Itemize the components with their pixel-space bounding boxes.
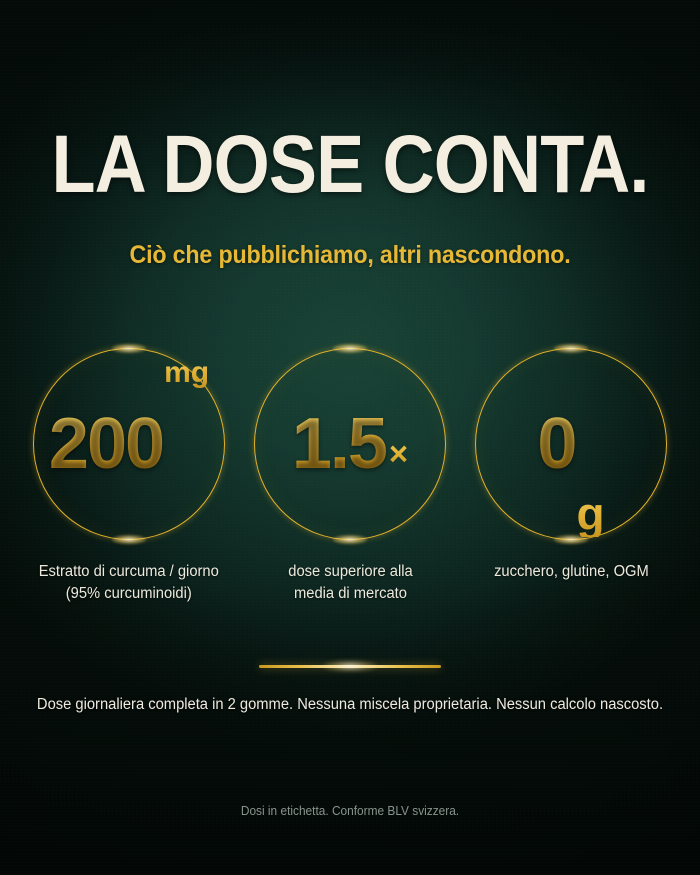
stat-caption-line1: dose superiore alla	[287, 563, 413, 580]
stat-caption-line1: Estratto di curcuma / giorno	[38, 563, 220, 580]
stat-unit: g	[576, 488, 605, 540]
ring-glow-bottom-icon	[554, 535, 588, 544]
stat-caption-dose: Estratto di curcuma / giorno (95% curcum…	[39, 561, 219, 605]
stat-value-multiplier: 1.5 ×	[254, 348, 446, 540]
page-subtitle: Ciò che pubblichiamo, altri nascondono.	[129, 241, 571, 269]
stat-card-multiplier: 1.5 × dose superiore alla media di mercat…	[251, 344, 449, 605]
stat-unit: mg	[164, 356, 210, 389]
footnote: Dosi in etichetta. Conforme BLV svizzera…	[240, 804, 460, 818]
divider	[0, 665, 700, 668]
stat-caption-multiplier: dose superiore alla media di mercato	[288, 561, 412, 605]
stat-card-dose: 200 mg Estratto di curcuma / giorno (95% …	[30, 344, 228, 605]
stat-ring-dose: 200 mg	[33, 344, 225, 544]
stat-number: 200	[48, 404, 165, 484]
stat-value-dose: 200 mg	[33, 348, 225, 540]
stat-ring-multiplier: 1.5 ×	[254, 344, 446, 544]
ring-glow-top-icon	[333, 344, 367, 353]
page-title: LA DOSE CONTA.	[51, 119, 649, 210]
ring-glow-bottom-icon	[112, 535, 146, 544]
ring-glow-bottom-icon	[333, 535, 367, 544]
stat-number: 1.5	[291, 404, 388, 484]
tagline: Dose giornaliera completa in 2 gomme. Ne…	[36, 696, 664, 713]
stat-caption-line2: media di mercato	[293, 585, 407, 602]
stat-unit: ×	[388, 434, 409, 472]
stat-number: 0	[537, 404, 577, 484]
stat-caption-line2: (95% curcuminoidi)	[65, 585, 193, 602]
stat-caption-line1: zucchero, glutine, OGM	[493, 563, 649, 580]
ring-glow-top-icon	[112, 344, 146, 353]
ring-glow-top-icon	[554, 344, 588, 353]
gold-divider-line	[259, 665, 441, 668]
stats-row: 200 mg Estratto di curcuma / giorno (95% …	[0, 344, 700, 605]
stat-caption-free-from: zucchero, glutine, OGM	[494, 561, 649, 583]
